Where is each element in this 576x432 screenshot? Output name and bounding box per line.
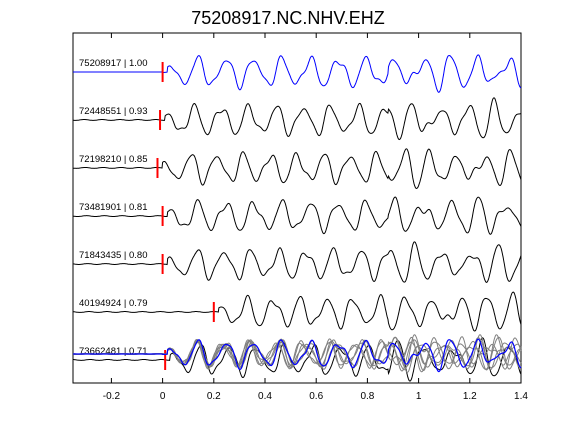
plot-axes (72, 32, 522, 384)
trace-label: 72448551 | 0.93 (79, 106, 148, 117)
x-tick-label: 1 (416, 391, 422, 402)
trace-label: 40194924 | 0.79 (79, 298, 148, 309)
trace-label: 73662481 | 0.71 (79, 346, 148, 357)
trace-line (73, 54, 522, 93)
stack-overlay-group (72, 334, 522, 373)
trace-label: 73481901 | 0.81 (79, 202, 148, 213)
stack-trace-line (73, 338, 522, 373)
x-tick-label: 0.6 (309, 391, 323, 402)
trace-labels-group: 75208917 | 1.00 72448551 | 0.93 72198210 |… (79, 58, 148, 357)
chart-title: 75208917.NC.NHV.EHZ (191, 8, 384, 28)
trace-line (72, 291, 522, 332)
trace-line (72, 196, 522, 235)
x-tick-label: 1.2 (463, 391, 477, 402)
pick-markers-group (156, 62, 215, 370)
trace-line (72, 241, 522, 283)
trace-line (73, 337, 522, 382)
x-tick-label: 0 (160, 391, 166, 402)
x-tick-label: 1.4 (514, 391, 528, 402)
trace-label: 75208917 | 1.00 (79, 58, 148, 69)
x-axis-ticks: -0.2 0 0.2 0.4 0.6 0.8 1 1.2 1.4 (103, 33, 528, 402)
x-tick-label: 0.4 (258, 391, 272, 402)
trace-line (73, 97, 522, 141)
x-tick-label: 0.2 (207, 391, 221, 402)
trace-line (72, 148, 522, 190)
trace-label: 71843435 | 0.80 (79, 250, 148, 261)
x-tick-label: -0.2 (103, 391, 121, 402)
x-tick-label: 0.8 (360, 391, 374, 402)
traces-group (72, 54, 522, 382)
trace-label: 72198210 | 0.85 (79, 154, 148, 165)
